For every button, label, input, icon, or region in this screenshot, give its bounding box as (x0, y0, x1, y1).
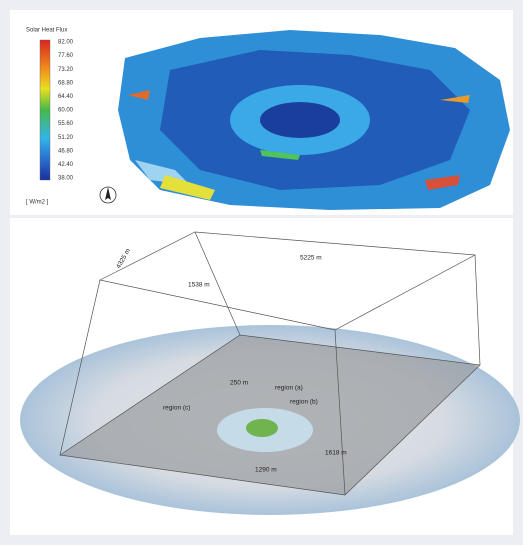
legend-label: 46.80 (58, 148, 74, 154)
label-region-a: region (a) (275, 385, 303, 392)
legend-label: 55.60 (58, 121, 74, 127)
figure: Solar Heat Flux [ W/m2 ] 5225 m 4325 m 1… (0, 0, 523, 545)
color-bar (40, 40, 50, 180)
legend-label: 77.60 (58, 53, 74, 59)
legend-label: 68.80 (58, 80, 74, 86)
dim-length-c: 1290 m (255, 467, 277, 474)
city-core (246, 419, 278, 437)
label-region-c: region (c) (163, 405, 190, 412)
legend-label: 73.20 (58, 67, 74, 73)
dim-width: 5225 m (300, 255, 322, 262)
legend-label: 42.40 (58, 162, 74, 168)
legend-label: 51.20 (58, 135, 74, 141)
city-map (118, 30, 510, 210)
dim-inner: 250 m (230, 380, 248, 387)
legend-unit: [ W/m2 ] (26, 200, 49, 206)
dim-height: 1538 m (188, 282, 210, 289)
label-region-b: region (b) (290, 399, 318, 406)
dim-length-b: 1618 m (325, 450, 347, 457)
north-arrow (100, 187, 116, 203)
legend-label: 38.00 (58, 176, 74, 182)
legend-label: 64.40 (58, 94, 74, 100)
legend-label: 60.00 (58, 108, 74, 114)
legend-title: Solar Heat Flux (26, 28, 67, 34)
legend-label: 82.00 (58, 40, 74, 46)
